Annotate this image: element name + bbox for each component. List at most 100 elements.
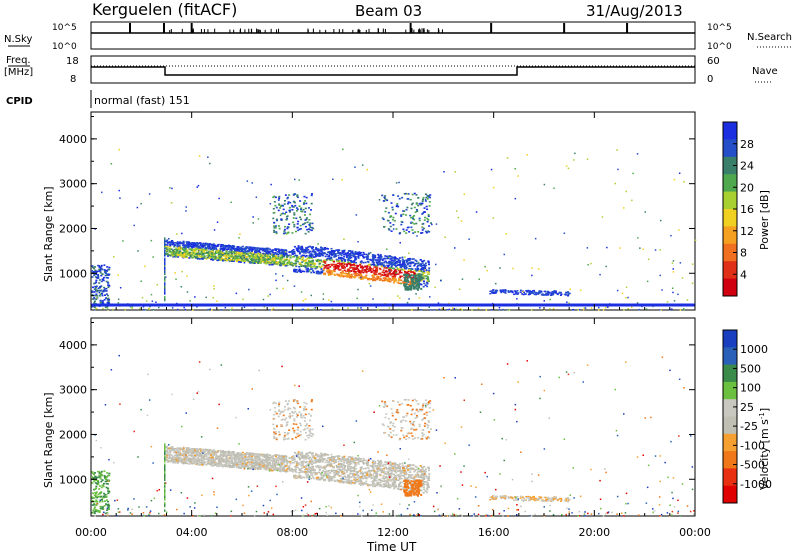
data-cell [207, 253, 210, 255]
data-cell [91, 266, 94, 269]
data-cell [205, 258, 208, 260]
data-cell [364, 271, 367, 273]
data-cell [428, 225, 431, 227]
data-cell [393, 257, 396, 259]
data-cell [105, 280, 108, 283]
data-cell [225, 461, 228, 464]
data-cell [328, 254, 331, 257]
data-cell [341, 251, 344, 253]
data-cell [521, 293, 524, 295]
data-cell [418, 270, 421, 272]
data-cell [251, 182, 253, 184]
data-cell [300, 207, 303, 209]
data-cell [411, 309, 413, 311]
data-cell [186, 250, 189, 253]
data-cell [554, 290, 557, 293]
data-cell [305, 196, 308, 199]
data-cell [255, 257, 258, 259]
data-cell [547, 294, 549, 296]
data-cell [278, 264, 281, 266]
data-cell [619, 247, 621, 249]
data-cell [164, 277, 166, 280]
data-cell [322, 269, 325, 272]
data-cell [367, 270, 370, 272]
data-cell [228, 257, 231, 259]
data-cell [343, 459, 345, 462]
data-cell [403, 284, 406, 287]
data-cell [558, 292, 561, 294]
data-cell [217, 255, 220, 257]
data-cell [671, 308, 673, 310]
data-cell [671, 287, 674, 289]
data-cell [197, 243, 199, 245]
data-cell [297, 245, 300, 247]
data-cell [429, 196, 432, 199]
data-cell [421, 268, 424, 270]
data-cell [415, 222, 418, 225]
data-cell [398, 282, 401, 285]
data-cell [227, 454, 230, 456]
data-cell [209, 162, 211, 165]
data-cell [363, 253, 366, 255]
data-cell [203, 255, 206, 257]
data-cell [398, 269, 400, 272]
data-cell [337, 265, 340, 267]
data-cell [405, 259, 408, 261]
data-cell [213, 229, 216, 231]
data-cell [355, 214, 358, 216]
data-cell [219, 246, 222, 248]
data-cell [351, 275, 353, 277]
data-cell [101, 294, 104, 297]
data-cell [401, 464, 404, 467]
data-cell [360, 252, 363, 254]
data-cell [504, 292, 507, 294]
data-cell [91, 293, 94, 296]
data-cell [309, 222, 312, 225]
data-cell [311, 247, 314, 250]
data-cell [310, 229, 313, 232]
data-cell [574, 152, 576, 155]
data-cell [376, 277, 379, 280]
data-cell [672, 291, 674, 294]
data-cell [360, 254, 363, 256]
data-cell [383, 480, 386, 483]
data-cell [416, 266, 419, 268]
data-cell [273, 258, 276, 261]
data-cell [252, 259, 255, 261]
data-cell [284, 251, 287, 253]
data-cell [337, 250, 340, 253]
data-cell [339, 275, 342, 278]
data-cell [95, 293, 98, 295]
data-cell [93, 300, 96, 302]
data-cell [349, 467, 352, 470]
data-cell [93, 296, 96, 299]
data-cell [368, 483, 370, 486]
cpid-label: CPID [6, 96, 33, 107]
data-cell [384, 260, 387, 263]
data-cell [279, 465, 282, 468]
data-cell [117, 298, 120, 301]
data-cell [282, 205, 285, 207]
data-cell [285, 258, 288, 260]
data-cell [326, 258, 329, 261]
data-cell [211, 252, 214, 254]
data-cell [378, 277, 381, 280]
data-cell [164, 282, 166, 285]
data-cell [490, 168, 493, 171]
data-cell [416, 235, 418, 237]
data-cell [234, 253, 237, 256]
data-cell [334, 267, 337, 270]
data-cell [314, 265, 317, 268]
data-cell [413, 470, 416, 473]
data-cell [321, 453, 324, 455]
data-cell [307, 455, 310, 457]
data-cell [182, 252, 185, 254]
data-cell [411, 271, 414, 273]
data-cell [310, 271, 313, 274]
data-cell [407, 288, 410, 291]
data-cell [255, 261, 258, 263]
data-cell [304, 454, 307, 457]
data-cell [317, 253, 320, 255]
data-cell [291, 232, 294, 234]
data-cell [537, 268, 540, 270]
